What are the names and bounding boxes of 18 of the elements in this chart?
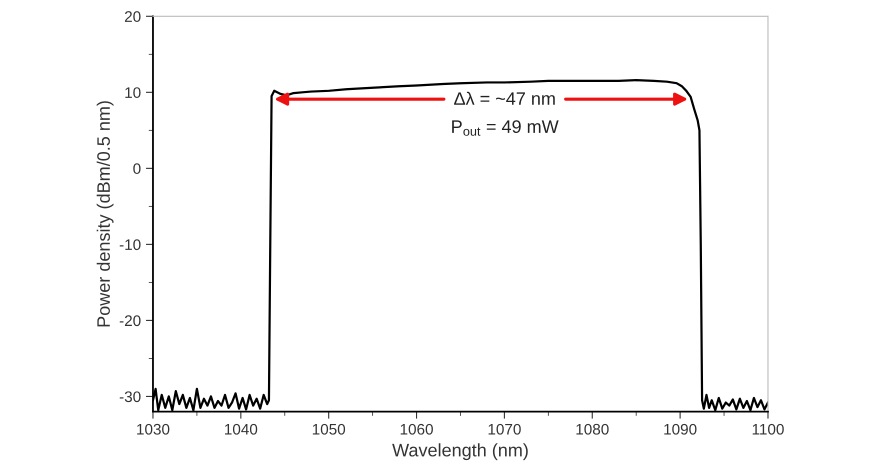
x-tick-label: 1060 xyxy=(400,424,433,435)
annotation: P$_{out}$ = 49 mW xyxy=(452,120,559,136)
y-tick-label: -20 xyxy=(120,315,141,326)
y-tick-label: -10 xyxy=(120,239,141,250)
y-tick-label: -30 xyxy=(120,391,141,402)
y-tick-label: 0 xyxy=(133,163,141,174)
x-tick-label: 1080 xyxy=(576,424,609,435)
annotation: Δλ = ~47 nm xyxy=(454,92,555,105)
y-axis-title: Power density (dBm/0.5 nm) xyxy=(96,101,114,326)
x-tick-label: 1040 xyxy=(225,424,258,435)
y-tick-label: 20 xyxy=(124,11,141,22)
x-tick-label: 1050 xyxy=(312,424,346,435)
x-tick-label: 1070 xyxy=(488,424,521,435)
y-tick-label: 10 xyxy=(125,87,141,98)
x-tick-label: 1090 xyxy=(664,424,697,435)
x-tick-label: 1100 xyxy=(752,424,784,435)
x-tick-label: 1030 xyxy=(137,424,170,435)
x-axis-title: Wavelength (nm) xyxy=(392,443,528,460)
